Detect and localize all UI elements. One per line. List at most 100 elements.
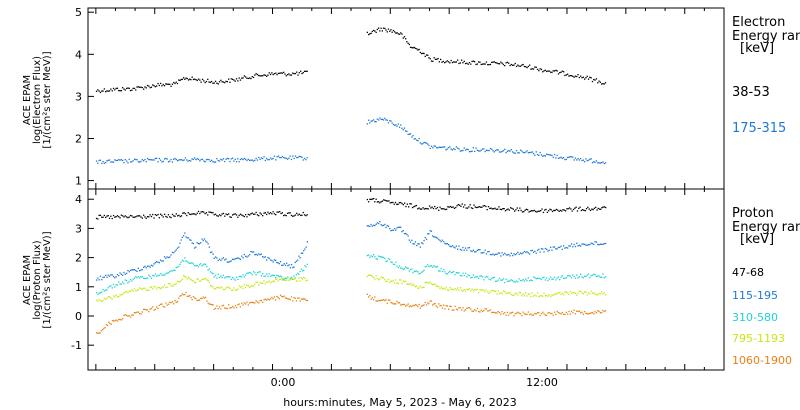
data-point (523, 313, 526, 315)
data-point (504, 148, 506, 150)
data-point (256, 159, 259, 161)
data-point (305, 280, 307, 282)
data-point (540, 210, 542, 212)
data-point (163, 158, 166, 160)
data-point (251, 76, 253, 78)
data-point (560, 245, 562, 247)
data-point (179, 263, 181, 265)
data-point (187, 212, 189, 214)
data-point (529, 293, 531, 295)
data-point (192, 263, 195, 265)
data-point (442, 60, 444, 63)
data-point (268, 213, 270, 215)
data-point (585, 275, 587, 278)
data-point (238, 257, 240, 260)
data-point (254, 302, 256, 304)
data-point (391, 261, 393, 264)
data-point (519, 252, 522, 254)
data-point (495, 312, 497, 314)
data-point (221, 213, 223, 215)
data-point (437, 58, 439, 60)
data-point (278, 298, 280, 300)
data-point (578, 276, 580, 278)
data-point (200, 158, 202, 161)
data-point (534, 250, 536, 252)
data-point (543, 155, 545, 157)
data-point (586, 75, 588, 77)
data-point (589, 244, 591, 246)
data-point (305, 70, 307, 72)
data-point (160, 259, 162, 261)
data-point (523, 250, 526, 253)
data-point (408, 270, 410, 272)
data-point (580, 157, 582, 160)
data-point (305, 215, 307, 217)
data-point (493, 311, 495, 314)
data-point (584, 291, 586, 293)
data-point (411, 239, 413, 241)
data-point (404, 202, 406, 204)
data-point (535, 66, 537, 68)
data-point (242, 158, 244, 161)
data-point (513, 253, 515, 255)
data-point (116, 215, 119, 217)
data-point (135, 276, 137, 278)
data-point (445, 149, 447, 151)
data-point (284, 297, 287, 299)
data-point (439, 287, 441, 290)
data-point (416, 285, 418, 287)
data-point (446, 60, 448, 62)
data-point (406, 203, 408, 205)
data-point (269, 298, 272, 300)
data-point (156, 157, 158, 159)
data-point (295, 260, 298, 262)
data-point (216, 305, 218, 307)
data-point (414, 304, 417, 306)
data-point (443, 241, 445, 243)
data-point (551, 249, 553, 251)
data-point (385, 299, 387, 301)
data-point (595, 312, 598, 314)
data-point (290, 276, 293, 278)
data-point (255, 281, 257, 283)
data-point (156, 214, 158, 217)
data-point (581, 292, 583, 294)
data-point (405, 305, 407, 307)
data-point (385, 226, 387, 229)
data-point (141, 311, 143, 313)
data-point (242, 287, 244, 289)
data-point (569, 156, 571, 158)
data-point (161, 303, 163, 305)
data-point (126, 87, 128, 90)
data-point (101, 279, 103, 281)
data-point (190, 79, 192, 81)
data-point (400, 279, 402, 281)
data-point (281, 72, 283, 74)
data-point (530, 313, 532, 315)
data-point (254, 74, 256, 76)
data-point (450, 246, 452, 248)
data-point (251, 212, 253, 214)
data-point (482, 205, 484, 207)
data-point (238, 303, 240, 305)
data-point (577, 158, 579, 160)
data-point (212, 304, 214, 306)
data-point (247, 285, 249, 287)
data-point (378, 201, 380, 203)
data-point (153, 159, 155, 161)
data-point (565, 311, 567, 313)
data-point (535, 295, 537, 297)
data-point (205, 296, 207, 298)
data-point (373, 276, 375, 278)
data-point (433, 303, 435, 305)
data-point (161, 85, 163, 87)
data-point (563, 313, 565, 315)
data-point (438, 286, 440, 288)
data-point (444, 146, 446, 148)
data-point (212, 212, 214, 214)
data-point (402, 230, 404, 232)
data-point (598, 292, 600, 295)
data-point (97, 89, 99, 91)
data-point (585, 291, 587, 293)
data-point (475, 63, 477, 66)
